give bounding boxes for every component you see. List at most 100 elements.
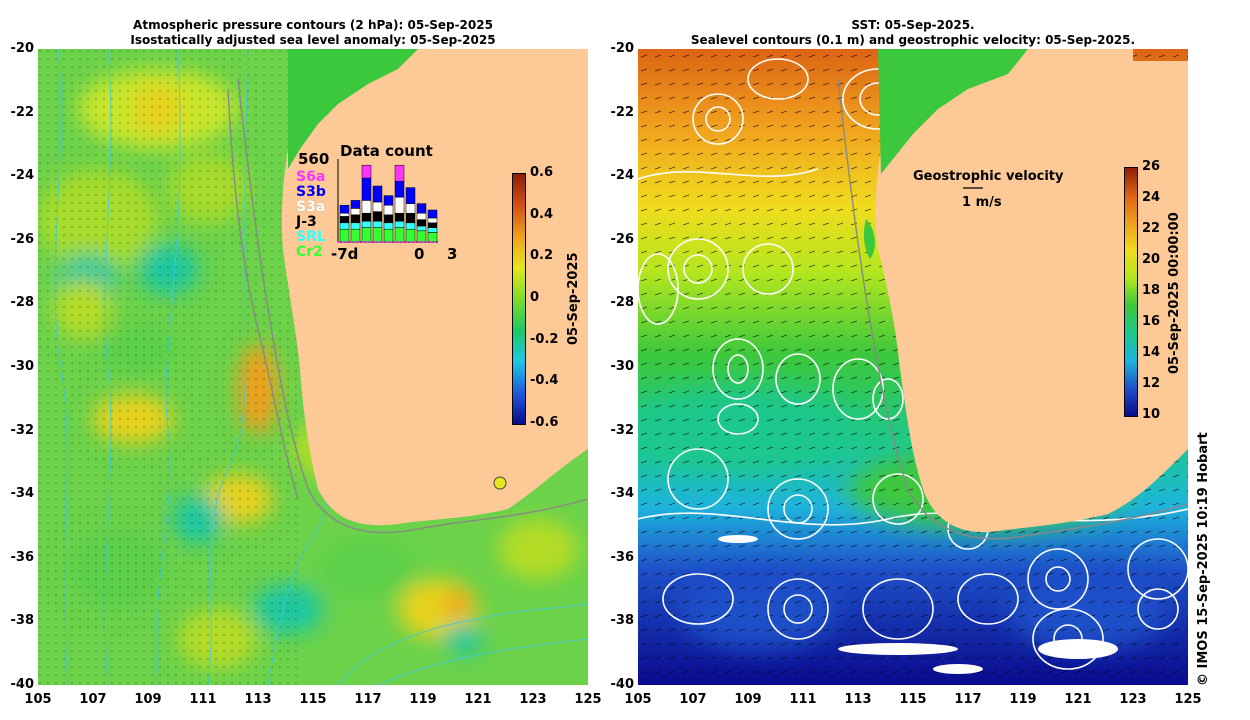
bar-segment-s3b (427, 209, 438, 219)
bar-segment-srl (361, 220, 372, 228)
bar-segment-j3 (372, 211, 383, 222)
data-count-max: 560 (298, 150, 330, 168)
bar-segment-j3 (361, 212, 372, 222)
data-count-x-mid: 0 (414, 245, 425, 263)
bar-segment-s3a (339, 212, 350, 217)
bar-segment-s3a (372, 201, 383, 212)
bar-segment-cr2 (405, 228, 416, 243)
bar-segment-srl (405, 222, 416, 230)
right-title-line1: SST: 05-Sep-2025. (851, 18, 975, 32)
y-tick-label: -30 (610, 359, 635, 374)
bar-segment-cr2 (427, 232, 438, 243)
y-tick-label: -36 (610, 549, 635, 565)
imos-credit: © IMOS 15-Sep-2025 10:19 Hobart (1196, 432, 1211, 686)
bar-segment-srl (416, 225, 427, 232)
x-tick-label: 123 (519, 692, 547, 707)
sla-colorbar-tick: 0.6 (530, 165, 554, 180)
legend-cr2: Cr2 (296, 244, 323, 260)
y-tick-label: -20 (610, 41, 635, 56)
sst-colorbar-tick: 26 (1142, 159, 1161, 174)
x-tick-label: 125 (1174, 692, 1202, 707)
y-tick-label: -38 (10, 613, 35, 629)
sla-colorbar-tick: 0.4 (530, 206, 554, 222)
australia-landmass-sst (875, 49, 1188, 533)
y-tick-label: -36 (10, 549, 35, 565)
sst-colorbar-tick: 24 (1142, 190, 1161, 205)
sst-colorbar-tick: 22 (1142, 221, 1161, 236)
sst-colorbar-tick: 12 (1142, 376, 1161, 391)
y-tick-label: -34 (610, 486, 635, 502)
land-green-strip-sst (878, 49, 1028, 174)
x-tick-label: 117 (354, 692, 382, 707)
shark-bay (863, 219, 875, 259)
x-tick-label: 113 (844, 692, 872, 707)
left-title-line2: Isostatically adjusted sea level anomaly… (130, 33, 496, 47)
sst-colorbar-tick: 18 (1142, 283, 1161, 298)
x-tick-label: 111 (189, 692, 217, 707)
bar-segment-j3 (416, 219, 427, 227)
bar-segment-cr2 (339, 228, 350, 243)
y-tick-label: -32 (610, 422, 635, 438)
y-tick-label: -38 (610, 613, 635, 629)
bar-segment-s3b (405, 187, 416, 204)
bar-segment-cr2 (361, 227, 372, 243)
sealevel-contours (638, 58, 1188, 670)
bar-segment-s3b (416, 203, 427, 214)
y-tick-label: -22 (610, 104, 635, 120)
legend-s6a: S6a (296, 169, 326, 185)
bar-segment-s3a (361, 200, 372, 214)
sla-colorbar-tick: -0.6 (530, 415, 559, 430)
y-tick-label: -40 (610, 677, 635, 692)
bar-segment-s3a (394, 196, 405, 214)
x-tick-label: 111 (789, 692, 817, 707)
bar-segment-srl (350, 222, 361, 230)
bar-segment-j3 (383, 214, 394, 224)
bar-segment-srl (394, 220, 405, 228)
bathymetry-lines (227, 78, 588, 534)
cloud-mask (718, 535, 1118, 674)
bar-segment-s3b (383, 195, 394, 206)
bar-segment-j3 (339, 216, 350, 224)
bar-segment-j3 (405, 212, 416, 224)
data-count-inset (337, 159, 438, 243)
sla-colorbar-tick: -0.2 (530, 331, 559, 347)
bar-segment-j3 (350, 214, 361, 224)
bar-segment-srl (372, 220, 383, 228)
y-tick-label: -32 (10, 422, 35, 438)
pressure-contours (54, 49, 588, 685)
data-count-title: Data count (340, 142, 433, 160)
legend-srl: SRL (296, 229, 326, 245)
sst-colorbar (1124, 167, 1138, 417)
right-title-line2: Sealevel contours (0.1 m) and geostrophi… (690, 33, 1136, 47)
legend-s3b: S3b (296, 184, 326, 200)
velocity-scale-label: 1 m/s (962, 195, 1002, 210)
bar-segment-s3b (394, 180, 405, 198)
y-tick-label: -20 (10, 41, 35, 56)
bathymetry-lines-sst (837, 78, 1188, 540)
y-tick-label: -22 (10, 104, 35, 120)
x-tick-label: 113 (244, 692, 272, 707)
sla-colorbar-label: 05-Sep-2025 (566, 252, 581, 345)
bar-segment-s3b (372, 185, 383, 203)
x-tick-label: 125 (574, 692, 602, 707)
x-tick-label: 105 (24, 692, 52, 707)
australia-landmass (281, 49, 588, 526)
y-tick-label: -28 (10, 295, 35, 311)
y-tick-label: -24 (10, 168, 35, 184)
geostrophic-velocity-label: Geostrophic velocity (913, 169, 1064, 184)
data-count-x-left: -7d (331, 245, 359, 263)
x-tick-label: 105 (624, 692, 652, 707)
sla-map[interactable] (38, 49, 588, 685)
bar-segment-srl (383, 222, 394, 230)
sst-colorbar-label: 05-Sep-2025 00:00:00 (1167, 212, 1182, 374)
data-count-x-right: 3 (447, 245, 458, 263)
x-tick-label: 109 (734, 692, 762, 707)
sst-map[interactable] (638, 49, 1188, 685)
bar-segment-s3a (416, 212, 427, 220)
y-tick-label: -28 (610, 295, 635, 311)
bar-segment-j3 (427, 222, 438, 228)
bar-segment-cr2 (416, 230, 427, 243)
legend-s3a: S3a (296, 199, 326, 215)
x-tick-label: 121 (1064, 692, 1092, 707)
bar-segment-srl (427, 227, 438, 233)
